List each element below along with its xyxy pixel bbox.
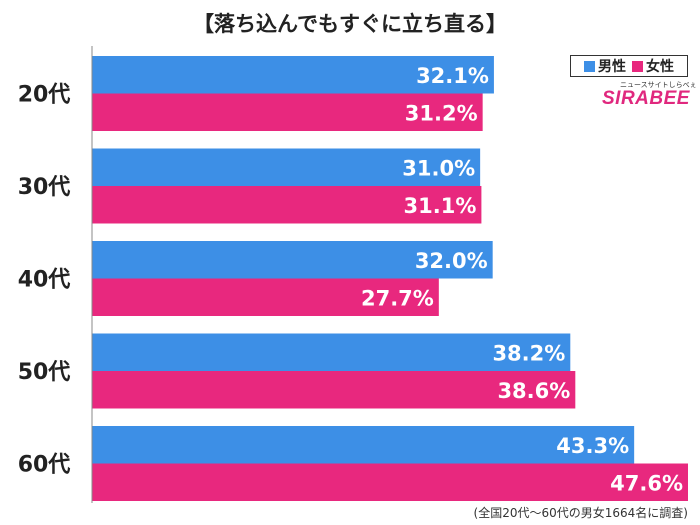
category-label: 60代 (18, 453, 71, 478)
data-label: 38.2% (492, 341, 565, 365)
legend-label-male: 男性 (598, 59, 626, 75)
data-label: 27.7% (361, 286, 434, 310)
survey-footnote: (全国20代〜60代の男女1664名に調査) (473, 506, 688, 520)
legend-item-male: 男性 (584, 56, 626, 76)
bar-female (92, 371, 576, 409)
bar-female (92, 93, 483, 131)
legend-swatch-female (632, 60, 643, 72)
data-label: 47.6% (610, 471, 683, 495)
bar-male (92, 148, 481, 186)
legend-item-female: 女性 (632, 56, 674, 76)
category-label: 20代 (18, 83, 71, 108)
data-label: 43.3% (556, 434, 629, 458)
category-label: 40代 (18, 268, 71, 293)
bar-male (92, 333, 571, 371)
logo-wordmark: SIRABEE (602, 88, 690, 110)
data-label: 32.1% (416, 64, 489, 88)
data-label: 31.0% (402, 156, 475, 180)
data-label: 31.2% (405, 101, 478, 125)
sirabee-logo: ニュースサイトしらべぇ SIRABEE (602, 80, 697, 110)
logo-tagline: ニュースサイトしらべぇ (620, 81, 697, 89)
bar-male (92, 241, 493, 279)
category-label: 50代 (18, 360, 71, 385)
data-label: 38.6% (497, 379, 570, 403)
bar-female (92, 278, 439, 316)
legend: 男性 女性 (570, 55, 688, 77)
data-label: 31.1% (404, 194, 477, 218)
legend-swatch-male (584, 60, 595, 72)
legend-label-female: 女性 (646, 59, 674, 75)
logo-name: SIRABEE (602, 88, 690, 109)
bar-female (92, 463, 688, 501)
bar-male (92, 426, 635, 464)
bar-female (92, 186, 482, 224)
data-label: 32.0% (415, 249, 488, 273)
category-label: 30代 (18, 175, 71, 200)
bar-male (92, 56, 494, 94)
chart-title: 【落ち込んでもすぐに立ち直る】 (193, 12, 507, 36)
